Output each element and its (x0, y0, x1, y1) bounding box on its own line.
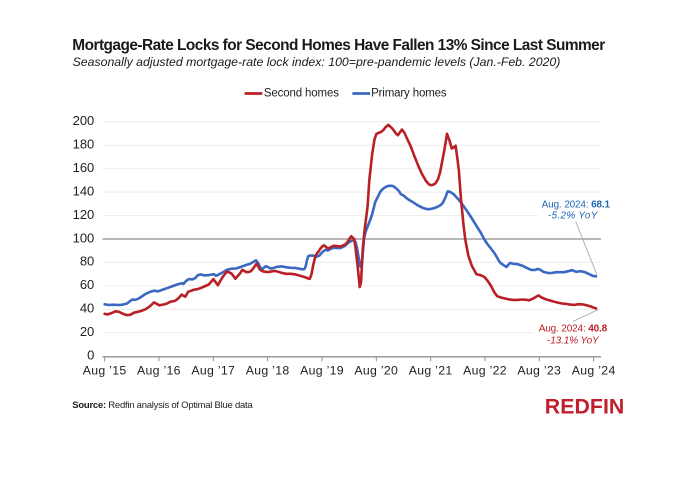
svg-text:Aug ’23: Aug ’23 (517, 363, 561, 377)
svg-text:Aug ’20: Aug ’20 (354, 363, 398, 377)
svg-text:Aug ’21: Aug ’21 (409, 363, 453, 377)
svg-text:0: 0 (87, 348, 94, 363)
svg-text:180: 180 (73, 137, 95, 152)
svg-text:Source: Redfin analysis of Opt: Source: Redfin analysis of Optimal Blue … (72, 400, 253, 411)
svg-text:80: 80 (80, 254, 94, 269)
svg-text:Aug ’24: Aug ’24 (572, 363, 616, 377)
svg-text:Mortgage-Rate Locks for Second: Mortgage-Rate Locks for Second Homes Hav… (72, 37, 605, 54)
svg-text:200: 200 (73, 113, 95, 128)
svg-text:Seasonally adjusted mortgage-r: Seasonally adjusted mortgage-rate lock i… (73, 55, 561, 69)
svg-text:-13.1% YoY: -13.1% YoY (547, 335, 600, 346)
svg-text:Aug. 2024: 40.8: Aug. 2024: 40.8 (539, 324, 608, 335)
svg-text:Second homes: Second homes (264, 87, 339, 99)
svg-text:120: 120 (73, 207, 95, 222)
svg-text:160: 160 (73, 160, 95, 175)
svg-text:-5.2% YoY: -5.2% YoY (548, 211, 599, 222)
svg-text:Primary homes: Primary homes (371, 87, 447, 99)
svg-text:REDFIN: REDFIN (545, 395, 625, 419)
svg-text:140: 140 (73, 183, 95, 198)
svg-text:20: 20 (80, 324, 94, 339)
svg-text:Aug. 2024: 68.1: Aug. 2024: 68.1 (542, 200, 611, 211)
svg-text:100: 100 (73, 230, 95, 245)
svg-text:60: 60 (80, 277, 94, 292)
svg-text:Aug ’19: Aug ’19 (300, 363, 344, 377)
svg-text:Aug ’18: Aug ’18 (246, 363, 290, 377)
svg-text:40: 40 (80, 301, 94, 316)
svg-text:Aug ’17: Aug ’17 (191, 363, 235, 377)
svg-text:Aug ’22: Aug ’22 (463, 363, 507, 377)
svg-text:Aug ’15: Aug ’15 (83, 363, 127, 377)
svg-text:Aug ’16: Aug ’16 (137, 363, 181, 377)
